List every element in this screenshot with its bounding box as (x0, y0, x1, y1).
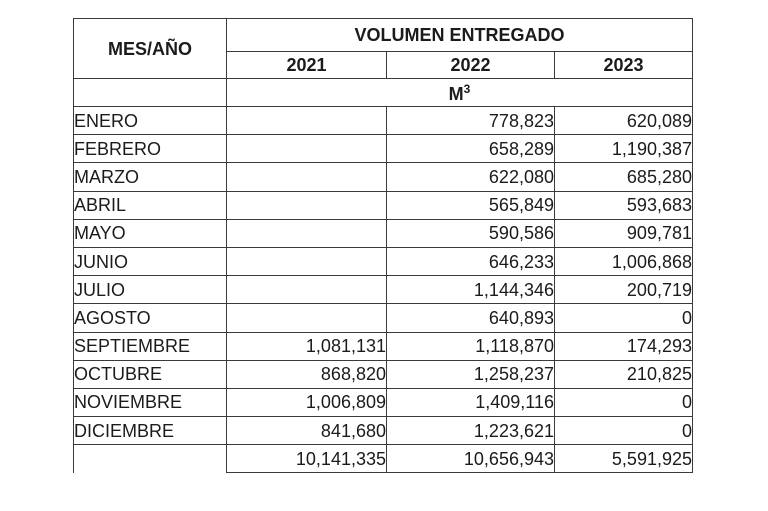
value-2023-cell: 1,190,387 (554, 134, 693, 164)
month-cell: OCTUBRE (73, 359, 227, 389)
table-row: NOVIEMBRE 1,006,809 1,409,116 0 (73, 387, 693, 418)
month-cell: MAYO (73, 218, 227, 248)
month-year-header: MES/AÑO (73, 18, 227, 79)
year-header-2022: 2022 (386, 51, 555, 79)
value-2022-cell: 622,080 (386, 162, 555, 192)
month-cell: ABRIL (73, 190, 227, 220)
value-2022-cell: 640,893 (386, 303, 555, 333)
table-row: JULIO 1,144,346 200,719 (73, 275, 693, 305)
table-row: ENERO 778,823 620,089 (73, 105, 693, 136)
total-2023: 5,591,925 (554, 444, 693, 474)
value-2021-cell (226, 218, 387, 248)
unit-blank-cell (73, 78, 227, 107)
table-row: MARZO 622,080 685,280 (73, 162, 693, 192)
value-2023-cell: 685,280 (554, 162, 693, 192)
month-cell: AGOSTO (73, 303, 227, 333)
month-cell: JUNIO (73, 246, 227, 277)
unit-exponent: 3 (463, 81, 471, 96)
total-2022: 10,656,943 (386, 444, 555, 474)
value-2022-cell: 658,289 (386, 134, 555, 164)
value-2022-cell: 565,849 (386, 190, 555, 220)
table-row: DICIEMBRE 841,680 1,223,621 0 (73, 416, 693, 446)
table-row: ABRIL 565,849 593,683 (73, 190, 693, 220)
month-cell: ENERO (73, 105, 227, 136)
value-2023-cell: 909,781 (554, 218, 693, 248)
table-row: FEBRERO 658,289 1,190,387 (73, 134, 693, 164)
value-2021-cell: 1,006,809 (226, 387, 387, 418)
value-2022-cell: 1,409,116 (386, 387, 555, 418)
value-2021-cell (226, 105, 387, 136)
totals-label-cell (73, 444, 227, 473)
table-row: SEPTIEMBRE 1,081,131 1,118,870 174,293 (73, 331, 693, 361)
table-row: MAYO 590,586 909,781 (73, 218, 693, 248)
value-2021-cell: 1,081,131 (226, 331, 387, 361)
table-row: JUNIO 646,233 1,006,868 (73, 246, 693, 277)
value-2022-cell: 1,223,621 (386, 416, 555, 446)
month-cell: NOVIEMBRE (73, 387, 227, 418)
month-cell: FEBRERO (73, 134, 227, 164)
value-2023-cell: 200,719 (554, 275, 693, 305)
month-cell: DICIEMBRE (73, 416, 227, 446)
value-2022-cell: 646,233 (386, 246, 555, 277)
value-2023-cell: 1,006,868 (554, 246, 693, 277)
value-2022-cell: 590,586 (386, 218, 555, 248)
value-2023-cell: 0 (554, 303, 693, 333)
value-2023-cell: 593,683 (554, 190, 693, 220)
value-2023-cell: 174,293 (554, 331, 693, 361)
month-cell: MARZO (73, 162, 227, 192)
value-2023-cell: 620,089 (554, 105, 693, 136)
year-header-2023: 2023 (554, 51, 693, 79)
value-2021-cell: 868,820 (226, 359, 387, 389)
value-2022-cell: 778,823 (386, 105, 555, 136)
volume-group-header: VOLUMEN ENTREGADO (226, 18, 693, 52)
month-cell: SEPTIEMBRE (73, 331, 227, 361)
value-2023-cell: 0 (554, 387, 693, 418)
value-2021-cell (226, 190, 387, 220)
value-2021-cell (226, 134, 387, 164)
value-2021-cell (226, 246, 387, 277)
value-2023-cell: 210,825 (554, 359, 693, 389)
month-cell: JULIO (73, 275, 227, 305)
year-header-2021: 2021 (226, 51, 387, 79)
table-row: OCTUBRE 868,820 1,258,237 210,825 (73, 359, 693, 389)
total-2021: 10,141,335 (226, 444, 387, 474)
volume-table: MES/AÑO VOLUMEN ENTREGADO 2021 2022 2023… (73, 18, 693, 474)
value-2021-cell (226, 275, 387, 305)
value-2021-cell (226, 162, 387, 192)
value-2022-cell: 1,118,870 (386, 331, 555, 361)
table-row: AGOSTO 640,893 0 (73, 303, 693, 333)
value-2021-cell: 841,680 (226, 416, 387, 446)
value-2022-cell: 1,258,237 (386, 359, 555, 389)
table-body: ENERO 778,823 620,089 FEBRERO 658,289 1,190,3… (73, 105, 693, 446)
unit-base: M (448, 83, 464, 104)
value-2023-cell: 0 (554, 416, 693, 446)
unit-header: M3 (226, 78, 693, 107)
value-2021-cell (226, 303, 387, 333)
value-2022-cell: 1,144,346 (386, 275, 555, 305)
totals-row: 10,141,335 10,656,943 5,591,925 (73, 444, 693, 474)
